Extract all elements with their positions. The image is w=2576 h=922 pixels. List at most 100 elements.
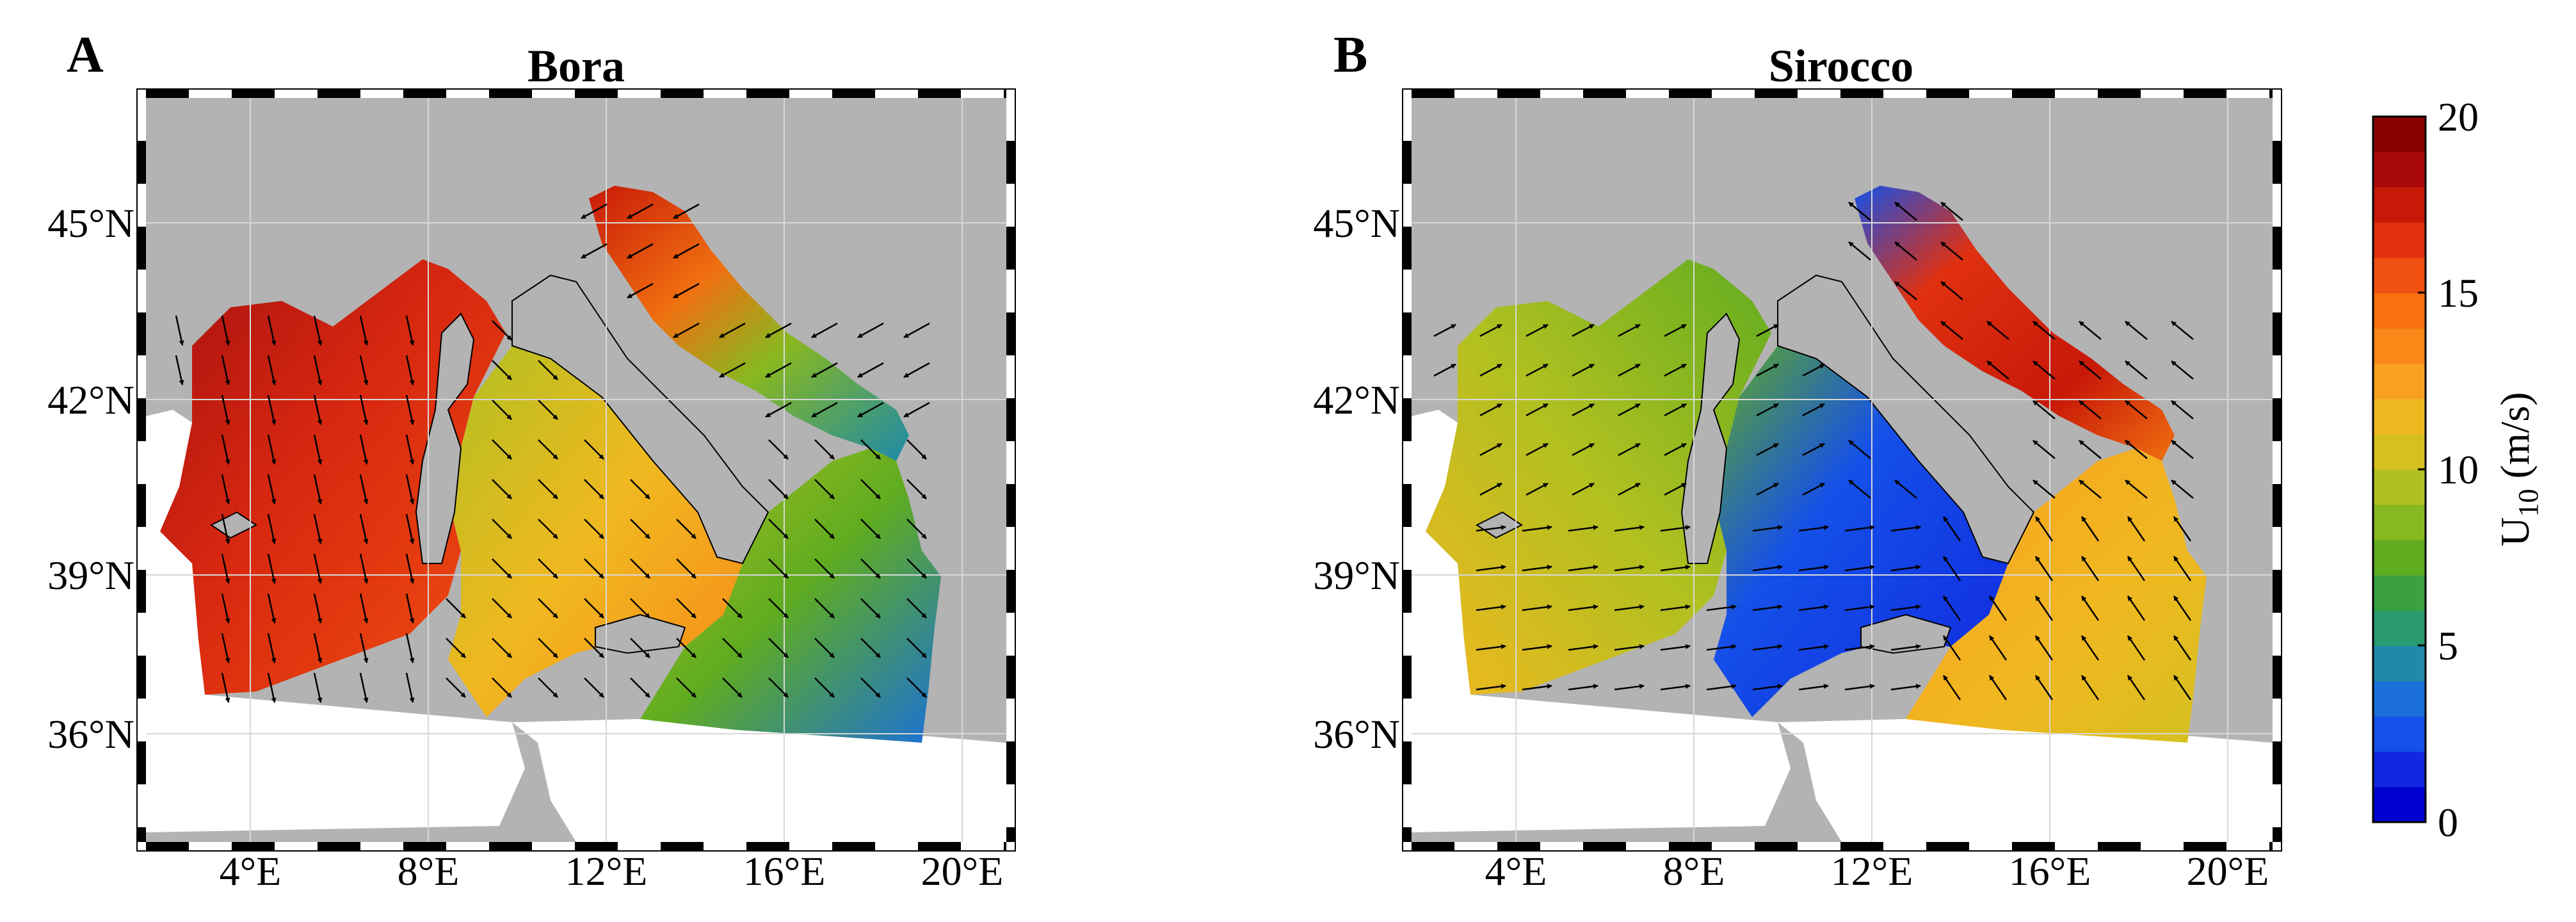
wind-arrow xyxy=(814,558,835,579)
wind-arrow xyxy=(359,593,369,624)
frame-segment xyxy=(1004,842,1006,851)
wind-arrow xyxy=(906,638,927,658)
wind-arrow xyxy=(267,593,277,624)
wind-arrow xyxy=(903,401,930,418)
colorbar-segment xyxy=(2373,117,2426,152)
wind-arrow xyxy=(2173,675,2192,700)
wind-arrow xyxy=(1756,442,1779,457)
wind-arrow xyxy=(313,553,323,584)
colorbar-label: U10 (m/s) xyxy=(2492,392,2544,546)
wind-arrow xyxy=(1988,595,2008,621)
frame-segment xyxy=(2273,784,2282,827)
wind-arrow xyxy=(492,558,512,579)
wind-arrow xyxy=(1756,403,1779,417)
wind-arrow xyxy=(1525,323,1549,337)
frame-segment xyxy=(2273,227,2282,270)
wind-vectors xyxy=(1433,202,2194,700)
wind-arrow xyxy=(1522,524,1552,532)
wind-arrow xyxy=(1614,683,1645,691)
wind-arrow xyxy=(2079,400,2102,419)
frame-segment xyxy=(1006,441,1015,484)
frame-segment xyxy=(232,842,275,851)
frame-segment xyxy=(489,842,532,851)
wind-arrow xyxy=(584,479,604,499)
lat-tick-label: 36°N xyxy=(47,711,134,757)
wind-arrow xyxy=(175,315,184,346)
wind-arrow xyxy=(1844,683,1875,691)
wind-arrow xyxy=(221,434,230,465)
frame-segment xyxy=(661,89,704,98)
wind-arrow xyxy=(492,439,512,460)
wind-arrow xyxy=(359,474,369,505)
wind-arrow xyxy=(1848,202,1871,221)
wind-arrow xyxy=(1476,643,1506,651)
frame-segment xyxy=(2273,398,2282,441)
frame-segment xyxy=(2273,441,2282,484)
wind-arrow xyxy=(1844,643,1875,651)
wind-arrow xyxy=(492,400,512,420)
frame-segment xyxy=(137,441,146,484)
frame-segment xyxy=(1403,570,1412,613)
wind-arrow xyxy=(1522,604,1552,611)
colorbar-tick-label: 0 xyxy=(2438,800,2458,845)
wind-arrow xyxy=(221,315,230,346)
colorbar-ticks xyxy=(2418,115,2426,823)
wind-arrow xyxy=(906,439,927,460)
wind-arrow xyxy=(2173,556,2192,581)
frame-segment xyxy=(137,398,146,441)
frame-segment xyxy=(137,741,146,784)
colorbar-label-subscript: 10 xyxy=(2513,489,2544,517)
graticule xyxy=(1412,98,2273,842)
frame-segment xyxy=(2273,355,2282,398)
wind-arrow xyxy=(538,400,558,420)
map-frame xyxy=(136,88,1016,852)
wind-arrow xyxy=(405,553,415,584)
frame-segment xyxy=(704,842,746,851)
frame-segment xyxy=(532,842,575,851)
frame-segment xyxy=(2273,484,2282,527)
wind-arrow xyxy=(1752,604,1783,611)
wind-arrow xyxy=(313,434,323,465)
frame-segment xyxy=(1403,699,1412,741)
frame-segment xyxy=(1540,89,1583,98)
wind-arrow xyxy=(627,282,654,299)
wind-arrow xyxy=(1894,202,1917,221)
frame-segment xyxy=(1798,89,1840,98)
wind-arrow xyxy=(405,672,415,703)
adriatic-field xyxy=(589,186,909,461)
frame-segment xyxy=(1006,827,1015,842)
frame-segment xyxy=(1403,98,1412,141)
wind-arrow xyxy=(630,598,650,619)
wind-arrow xyxy=(1618,323,1641,337)
frame-segment xyxy=(137,484,146,527)
wind-arrow xyxy=(1525,403,1549,417)
wind-arrow xyxy=(906,677,927,698)
wind-arrow xyxy=(1942,595,1961,621)
frame-segment xyxy=(1006,312,1015,355)
wind-arrow xyxy=(581,243,608,259)
frame-segment xyxy=(2012,89,2055,98)
frame-outline xyxy=(136,88,1016,852)
wind-arrow xyxy=(446,638,466,658)
panel-letter: A xyxy=(67,27,104,83)
frame-segment xyxy=(1403,784,1412,827)
wind-arrow xyxy=(221,633,230,663)
wind-arrow xyxy=(2173,516,2192,542)
wind-arrow xyxy=(1890,564,1921,572)
wind-arrow xyxy=(765,322,792,339)
wind-arrow xyxy=(405,434,415,465)
wind-arrow xyxy=(1986,321,2009,340)
wind-arrow xyxy=(267,553,277,584)
wind-arrow xyxy=(1942,516,1961,542)
wind-arrow xyxy=(2127,516,2146,542)
wind-arrow xyxy=(1894,281,1917,300)
frame-segment xyxy=(2273,527,2282,570)
wind-arrow xyxy=(1525,482,1549,496)
wind-arrow xyxy=(765,401,792,418)
frame-segment xyxy=(1006,656,1015,699)
wind-arrow xyxy=(313,633,323,663)
wind-arrow xyxy=(538,598,558,619)
lat-tick-label: 42°N xyxy=(1313,377,1400,423)
sicily xyxy=(1860,613,1952,654)
frame-segment xyxy=(2273,184,2282,227)
